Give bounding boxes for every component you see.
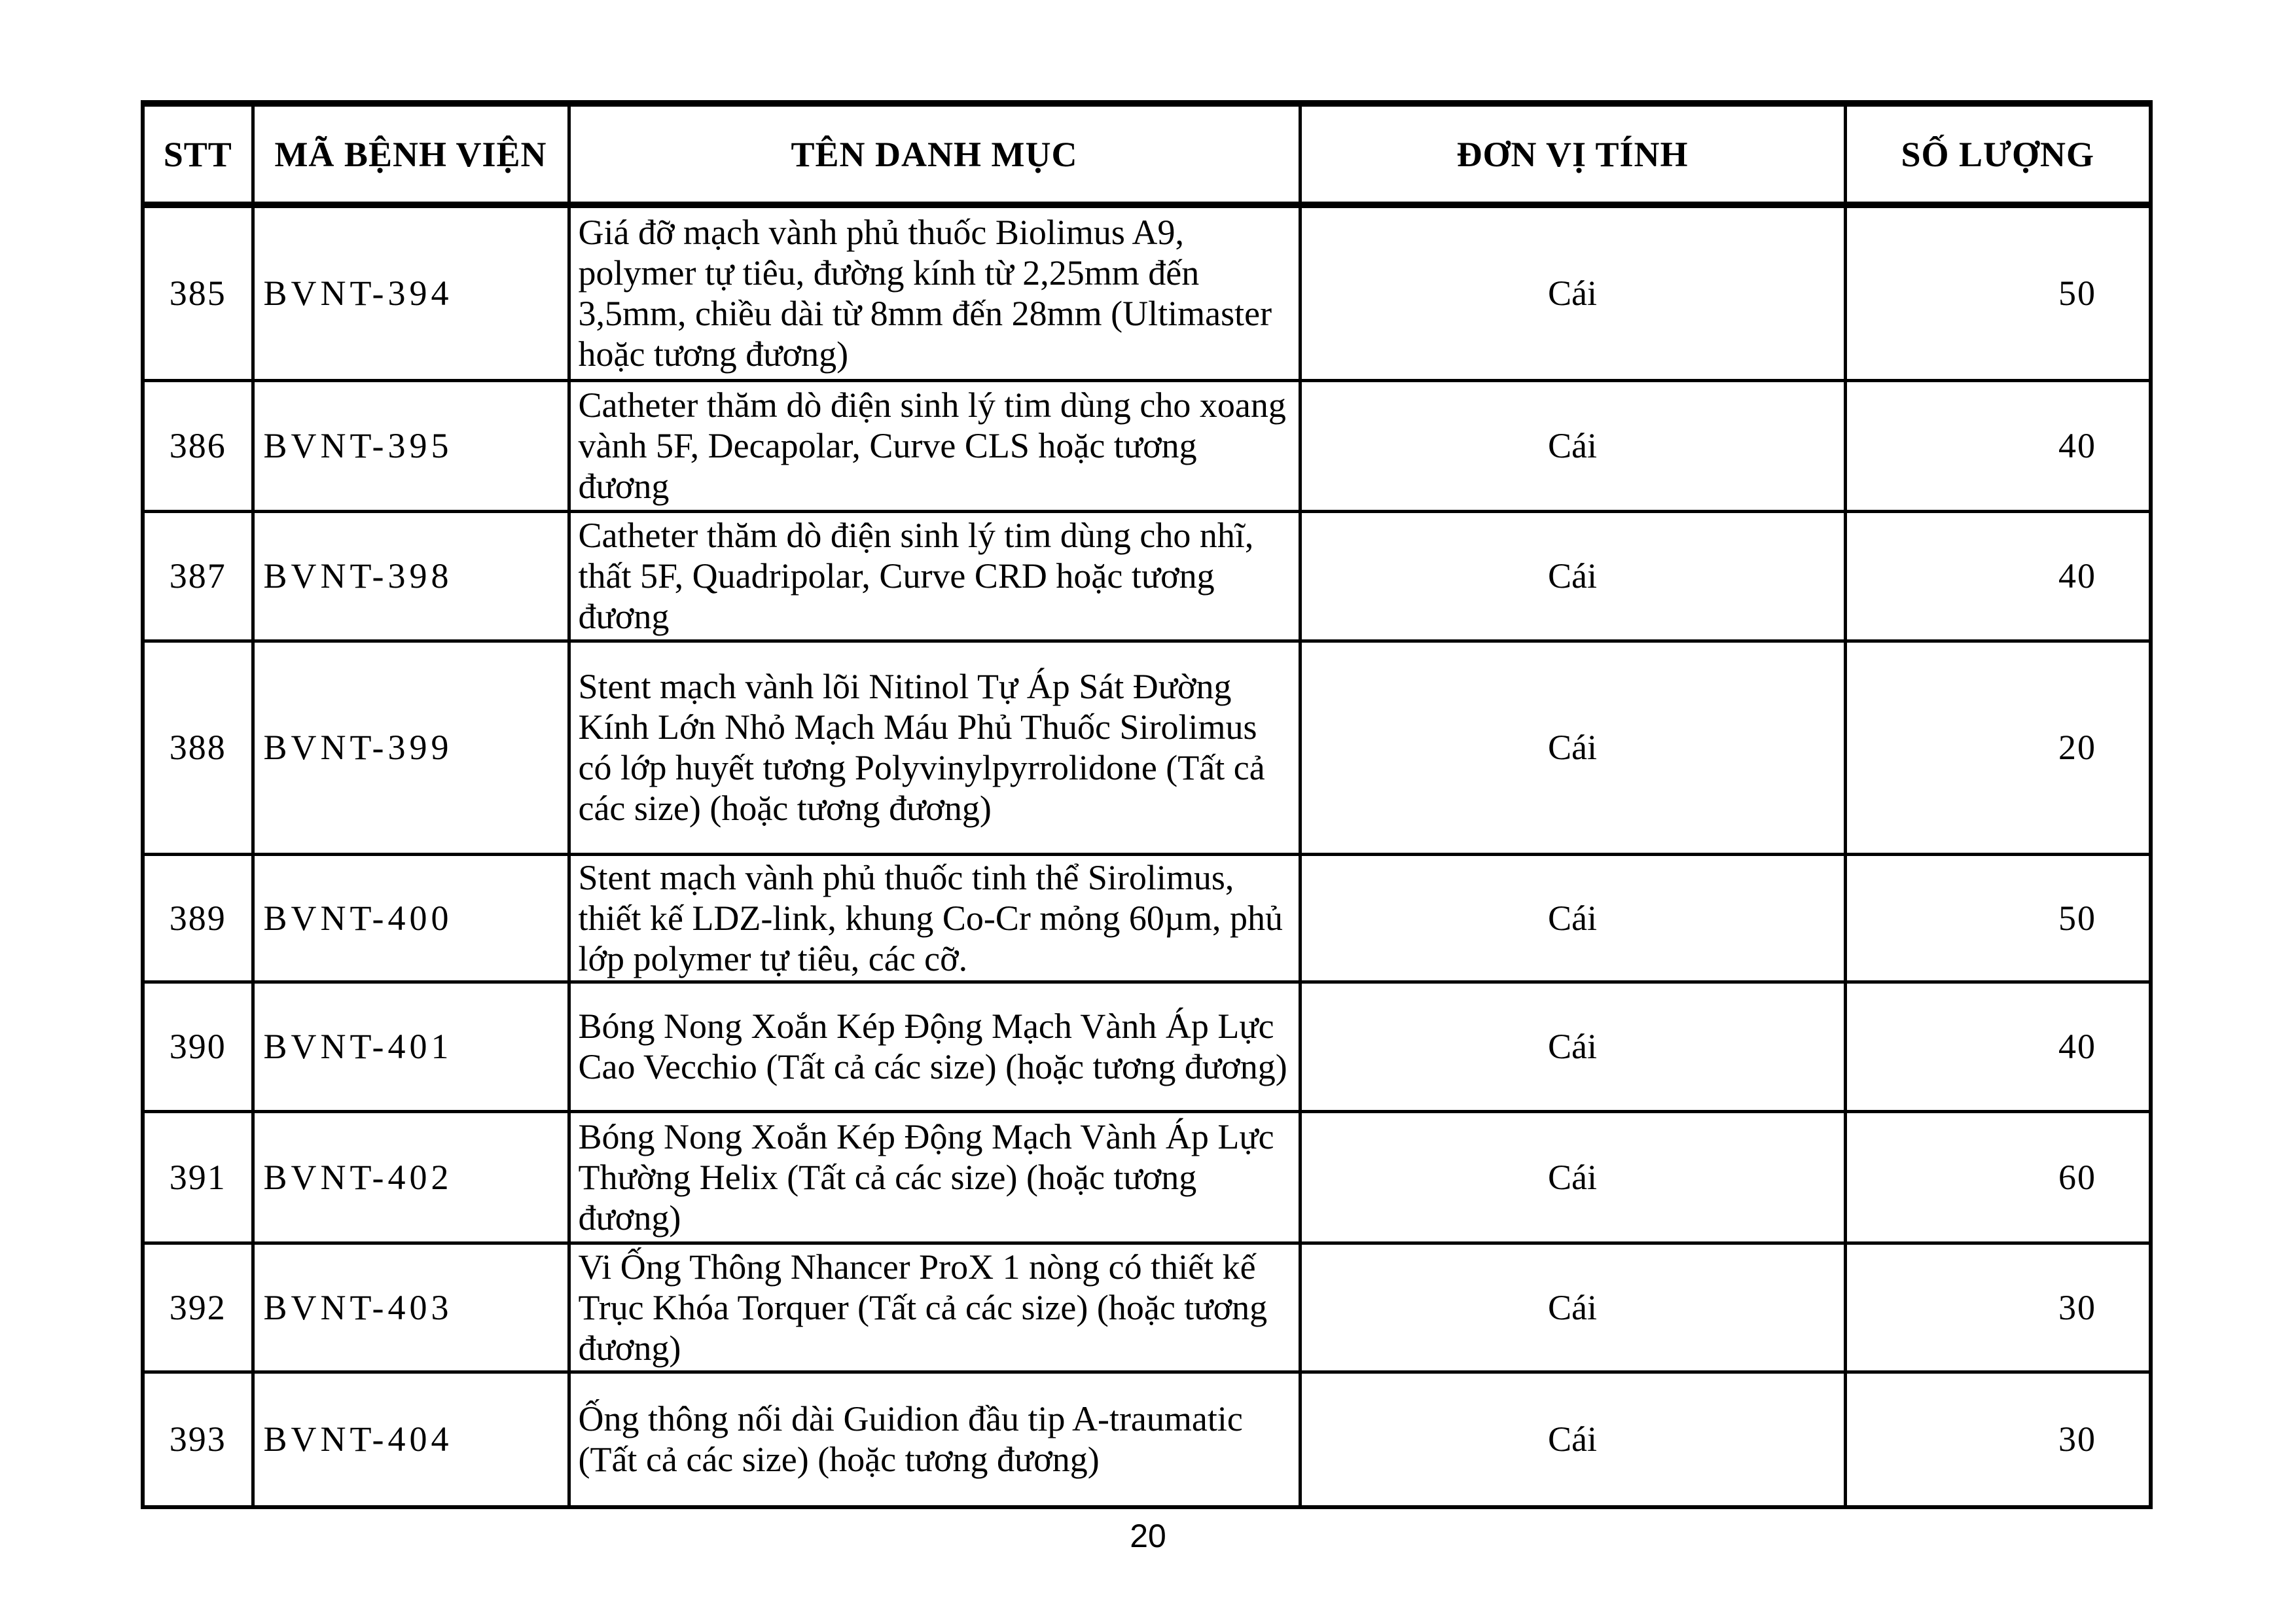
unit-cell: Cái — [1298, 1370, 1847, 1509]
table-row: 393 BVNT-404 Ống thông nối dài Guidion đ… — [141, 1370, 2153, 1509]
stt-cell: 392 — [141, 1241, 255, 1374]
code-cell: BVNT-394 — [251, 203, 571, 382]
qty-cell: 40 — [1843, 378, 2153, 513]
code-cell: BVNT-401 — [251, 980, 571, 1113]
name-cell: Catheter thăm dò điện sinh lý tim dùng c… — [567, 378, 1302, 513]
unit-cell: Cái — [1298, 203, 1847, 382]
code-cell: BVNT-399 — [251, 639, 571, 856]
code-cell: BVNT-404 — [251, 1370, 571, 1509]
table-header: STT MÃ BỆNH VIỆN TÊN DANH MỤC ĐƠN VỊ TÍN… — [141, 101, 2153, 208]
table-row: 391 BVNT-402 Bóng Nong Xoắn Kép Động Mạc… — [141, 1109, 2153, 1245]
header-quantity: SỐ LƯỢNG — [1843, 101, 2153, 208]
unit-cell: Cái — [1298, 378, 1847, 513]
header-row: STT MÃ BỆNH VIỆN TÊN DANH MỤC ĐƠN VỊ TÍN… — [141, 101, 2153, 208]
qty-cell: 60 — [1843, 1109, 2153, 1245]
page-number: 20 — [1130, 1518, 1166, 1554]
name-cell: Bóng Nong Xoắn Kép Động Mạch Vành Áp Lực… — [567, 980, 1302, 1113]
unit-cell: Cái — [1298, 509, 1847, 643]
code-cell: BVNT-403 — [251, 1241, 571, 1374]
header-stt: STT — [141, 101, 255, 208]
qty-cell: 50 — [1843, 852, 2153, 984]
stt-cell: 390 — [141, 980, 255, 1113]
table-row: 386 BVNT-395 Catheter thăm dò điện sinh … — [141, 378, 2153, 513]
qty-cell: 30 — [1843, 1241, 2153, 1374]
table-row: 392 BVNT-403 Vi Ống Thông Nhancer ProX 1… — [141, 1241, 2153, 1374]
name-cell: Bóng Nong Xoắn Kép Động Mạch Vành Áp Lực… — [567, 1109, 1302, 1245]
name-cell: Stent mạch vành phủ thuốc tinh thể Sirol… — [567, 852, 1302, 984]
unit-cell: Cái — [1298, 1109, 1847, 1245]
unit-cell: Cái — [1298, 1241, 1847, 1374]
header-unit: ĐƠN VỊ TÍNH — [1298, 101, 1847, 208]
name-cell: Stent mạch vành lõi Nitinol Tự Áp Sát Đư… — [567, 639, 1302, 856]
code-cell: BVNT-395 — [251, 378, 571, 513]
code-cell: BVNT-400 — [251, 852, 571, 984]
code-cell: BVNT-398 — [251, 509, 571, 643]
unit-cell: Cái — [1298, 639, 1847, 856]
stt-cell: 391 — [141, 1109, 255, 1245]
stt-cell: 393 — [141, 1370, 255, 1509]
stt-cell: 385 — [141, 203, 255, 382]
header-item-name: TÊN DANH MỤC — [567, 101, 1302, 208]
table-row: 390 BVNT-401 Bóng Nong Xoắn Kép Động Mạc… — [141, 980, 2153, 1113]
code-cell: BVNT-402 — [251, 1109, 571, 1245]
qty-cell: 20 — [1843, 639, 2153, 856]
stt-cell: 389 — [141, 852, 255, 984]
name-cell: Catheter thăm dò điện sinh lý tim dùng c… — [567, 509, 1302, 643]
table-row: 387 BVNT-398 Catheter thăm dò điện sinh … — [141, 509, 2153, 643]
table-row: 388 BVNT-399 Stent mạch vành lõi Nitinol… — [141, 639, 2153, 856]
procurement-table-container: STT MÃ BỆNH VIỆN TÊN DANH MỤC ĐƠN VỊ TÍN… — [141, 100, 2153, 1509]
header-hospital-code: MÃ BỆNH VIỆN — [251, 101, 571, 208]
procurement-table: STT MÃ BỆNH VIỆN TÊN DANH MỤC ĐƠN VỊ TÍN… — [141, 100, 2153, 1509]
name-cell: Vi Ống Thông Nhancer ProX 1 nòng có thiế… — [567, 1241, 1302, 1374]
qty-cell: 40 — [1843, 509, 2153, 643]
stt-cell: 386 — [141, 378, 255, 513]
table-body: 385 BVNT-394 Giá đỡ mạch vành phủ thuốc … — [141, 203, 2153, 1509]
stt-cell: 387 — [141, 509, 255, 643]
name-cell: Giá đỡ mạch vành phủ thuốc Biolimus A9, … — [567, 203, 1302, 382]
stt-cell: 388 — [141, 639, 255, 856]
table-row: 385 BVNT-394 Giá đỡ mạch vành phủ thuốc … — [141, 203, 2153, 382]
qty-cell: 40 — [1843, 980, 2153, 1113]
qty-cell: 30 — [1843, 1370, 2153, 1509]
unit-cell: Cái — [1298, 980, 1847, 1113]
qty-cell: 50 — [1843, 203, 2153, 382]
unit-cell: Cái — [1298, 852, 1847, 984]
table-row: 389 BVNT-400 Stent mạch vành phủ thuốc t… — [141, 852, 2153, 984]
name-cell: Ống thông nối dài Guidion đầu tip A-trau… — [567, 1370, 1302, 1509]
